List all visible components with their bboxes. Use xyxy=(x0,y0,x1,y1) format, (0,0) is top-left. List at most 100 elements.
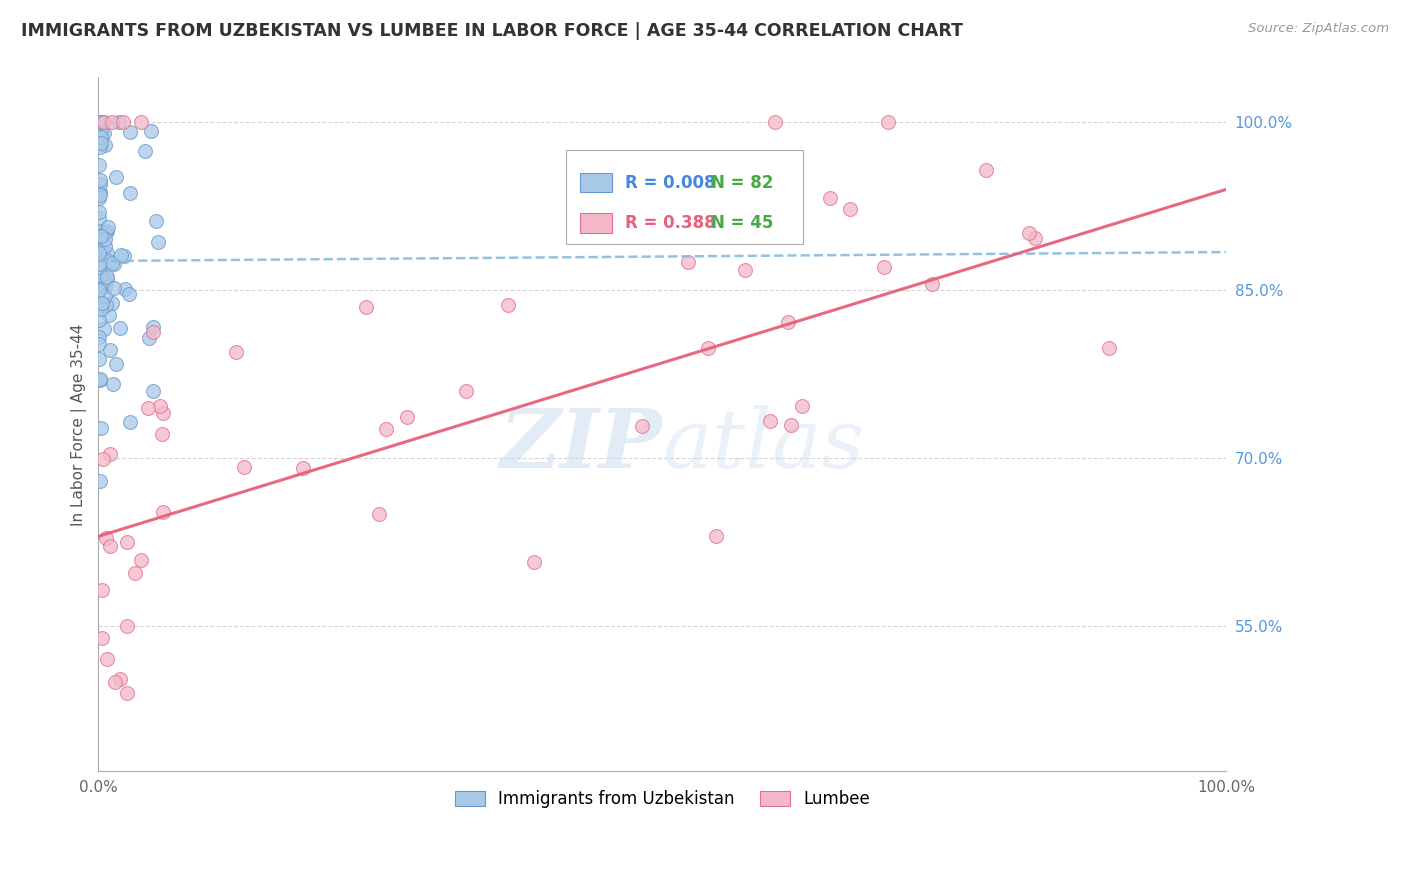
Point xyxy=(152,427,174,442)
Point xyxy=(90,296,112,310)
Point xyxy=(498,298,520,312)
Point xyxy=(90,582,112,597)
Point xyxy=(118,186,141,200)
Point xyxy=(115,535,138,549)
Point xyxy=(87,245,110,260)
Point xyxy=(89,172,111,186)
Point xyxy=(142,319,165,334)
Point xyxy=(87,260,110,274)
Point xyxy=(124,566,146,581)
Point xyxy=(976,163,998,178)
Point xyxy=(90,136,112,151)
Point xyxy=(96,245,118,260)
Point xyxy=(89,224,111,238)
Point xyxy=(876,115,898,129)
Point xyxy=(90,631,112,645)
Point xyxy=(91,452,114,467)
Point xyxy=(1024,231,1046,245)
Point xyxy=(87,352,110,367)
Point xyxy=(94,239,117,253)
Point xyxy=(96,272,118,286)
Point xyxy=(98,343,121,358)
Point xyxy=(225,345,247,359)
Point xyxy=(763,115,786,129)
Point xyxy=(97,220,120,235)
Point xyxy=(129,115,152,129)
Legend: Immigrants from Uzbekistan, Lumbee: Immigrants from Uzbekistan, Lumbee xyxy=(449,784,876,815)
Point xyxy=(93,289,115,303)
Point xyxy=(89,177,111,191)
Point xyxy=(87,224,110,238)
Point xyxy=(98,308,121,322)
Point xyxy=(921,277,943,291)
Point xyxy=(93,246,115,260)
Point xyxy=(90,115,112,129)
Point xyxy=(101,115,124,129)
Point xyxy=(90,115,112,129)
Point xyxy=(103,376,125,391)
Point xyxy=(145,214,167,228)
Point xyxy=(676,255,699,269)
Point xyxy=(112,115,135,129)
Text: ZIP: ZIP xyxy=(499,405,662,485)
Point xyxy=(89,122,111,136)
Point xyxy=(89,232,111,246)
Point xyxy=(778,314,800,328)
Point xyxy=(354,300,377,314)
Point xyxy=(117,619,139,633)
Text: atlas: atlas xyxy=(662,405,865,485)
Point xyxy=(89,330,111,344)
Point xyxy=(523,555,546,569)
Point xyxy=(138,331,160,345)
Point xyxy=(142,384,165,399)
Point xyxy=(93,322,115,336)
Point xyxy=(89,474,111,488)
Point xyxy=(89,191,111,205)
Point xyxy=(98,539,121,553)
Point xyxy=(89,185,111,199)
Point xyxy=(118,125,141,139)
Point xyxy=(100,447,122,461)
Point xyxy=(105,169,128,184)
Point xyxy=(115,686,138,700)
Point xyxy=(374,422,396,436)
Point xyxy=(89,372,111,386)
Point xyxy=(93,115,115,129)
Point xyxy=(118,286,141,301)
Point xyxy=(89,187,111,202)
Point xyxy=(105,357,128,371)
Point xyxy=(89,260,111,275)
Text: IMMIGRANTS FROM UZBEKISTAN VS LUMBEE IN LABOR FORCE | AGE 35-44 CORRELATION CHAR: IMMIGRANTS FROM UZBEKISTAN VS LUMBEE IN … xyxy=(21,22,963,40)
Point xyxy=(101,256,124,270)
Point xyxy=(103,281,125,295)
Point xyxy=(118,415,141,429)
Point xyxy=(873,260,896,275)
Text: N = 45: N = 45 xyxy=(711,214,773,232)
Point xyxy=(89,140,111,154)
Point xyxy=(96,652,118,666)
Point xyxy=(87,257,110,271)
Point xyxy=(759,414,782,428)
Point xyxy=(96,531,118,545)
Text: R = 0.008: R = 0.008 xyxy=(626,174,716,192)
Point xyxy=(90,421,112,435)
Point xyxy=(90,246,112,260)
Point xyxy=(704,529,727,543)
Point xyxy=(1018,226,1040,240)
Point xyxy=(129,552,152,566)
Point xyxy=(631,418,654,433)
Point xyxy=(142,325,165,339)
Point xyxy=(110,248,132,262)
Point xyxy=(87,158,110,172)
Point xyxy=(152,406,174,420)
Point xyxy=(90,115,112,129)
Point xyxy=(96,298,118,312)
Point xyxy=(839,202,862,216)
Point xyxy=(90,229,112,244)
Point xyxy=(93,127,115,141)
Point xyxy=(779,418,801,433)
Point xyxy=(148,235,170,249)
Point xyxy=(108,321,131,335)
FancyBboxPatch shape xyxy=(579,173,612,193)
Point xyxy=(87,337,110,351)
